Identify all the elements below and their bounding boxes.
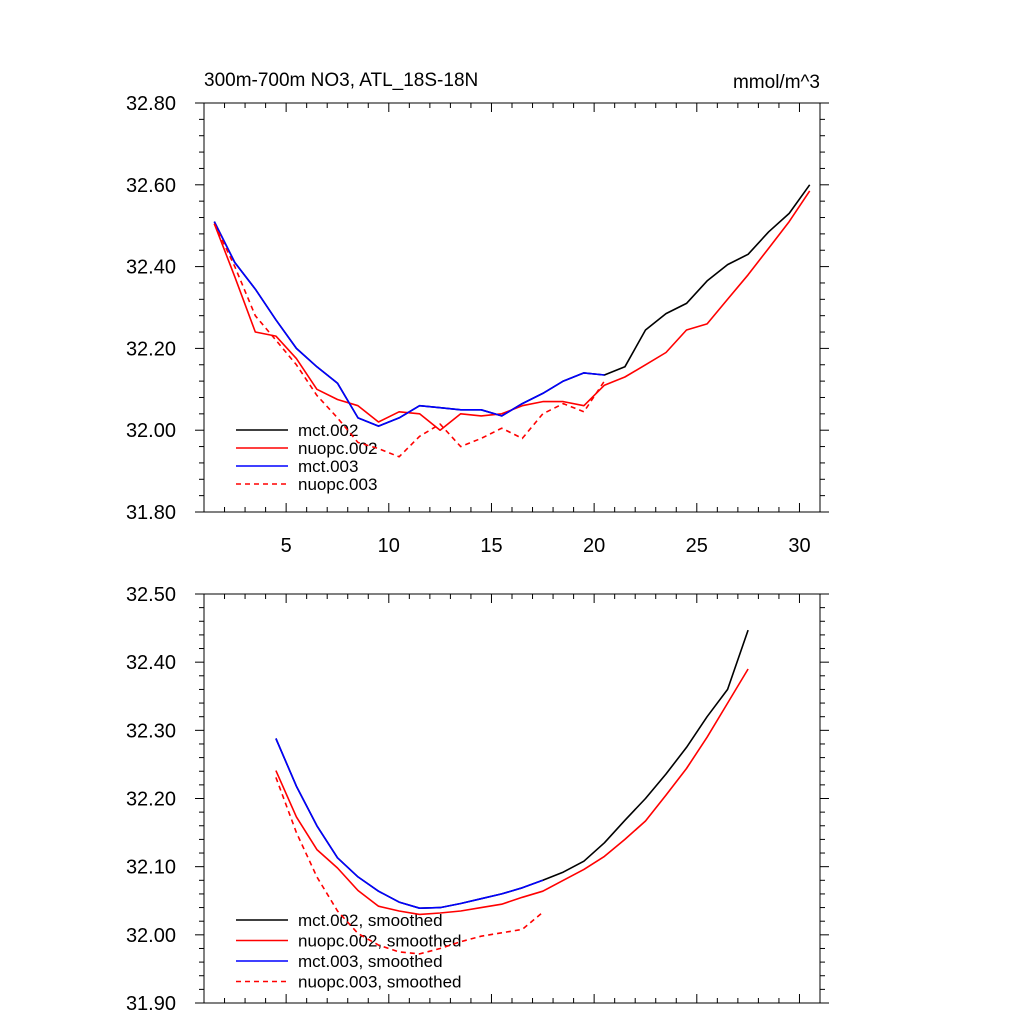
series-line-0 — [213, 184, 811, 427]
y-tick-label: 32.20 — [126, 789, 176, 811]
series-line-1 — [275, 668, 749, 916]
x-tick-label: 15 — [480, 535, 502, 557]
x-tick-label: 30 — [788, 535, 810, 557]
y-tick-label: 32.40 — [126, 257, 176, 279]
plot-frame — [203, 593, 821, 1004]
x-tick-label: 25 — [686, 535, 708, 557]
series-line-3 — [275, 777, 544, 955]
top-panel-title: 300m-700m NO3, ATL_18S-18N — [204, 70, 478, 91]
legend-label-1: nuopc.002 — [298, 439, 377, 458]
legend-label-0: mct.002 — [298, 421, 358, 440]
y-tick-label: 32.50 — [126, 584, 176, 606]
legend-label-3: nuopc.003, smoothed — [298, 973, 462, 992]
plot-frame — [203, 102, 821, 513]
legend-label-2: mct.003 — [298, 457, 358, 476]
y-tick-label: 32.40 — [126, 652, 176, 674]
top-panel: 300m-700m NO3, ATL_18S-18N mmol/m^3 5 10 1… — [126, 70, 829, 557]
bottom-panel: 31.90 32.00 32.10 32.20 32.30 32.40 32.50 mct.0… — [126, 584, 829, 1015]
y-tick-label: 32.30 — [126, 720, 176, 742]
series-line-2 — [275, 738, 544, 910]
y-tick-label: 31.80 — [126, 502, 176, 524]
legend-label-1: nuopc.002, smoothed — [298, 932, 462, 951]
y-tick-label: 32.60 — [126, 175, 176, 197]
y-tick-label: 31.90 — [126, 993, 176, 1015]
legend-label-0: mct.002, smoothed — [298, 911, 443, 930]
series-line-1 — [213, 190, 811, 432]
series-line-2 — [213, 221, 605, 427]
x-tick-label: 20 — [583, 535, 605, 557]
y-tick-label: 32.80 — [126, 93, 176, 115]
y-tick-label: 32.00 — [126, 925, 176, 947]
y-tick-label: 32.00 — [126, 420, 176, 442]
y-tick-label: 32.10 — [126, 857, 176, 879]
x-tick-label: 10 — [378, 535, 400, 557]
top-panel-units: mmol/m^3 — [733, 72, 820, 93]
series-line-3 — [213, 223, 606, 458]
y-tick-label: 32.20 — [126, 338, 176, 360]
legend-label-2: mct.003, smoothed — [298, 952, 443, 971]
legend-label-3: nuopc.003 — [298, 475, 377, 494]
x-tick-label: 5 — [281, 535, 292, 557]
